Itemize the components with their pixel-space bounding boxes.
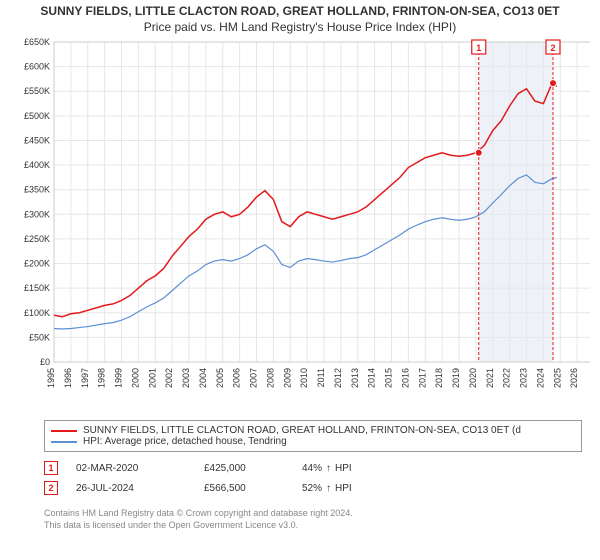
transaction-price: £566,500 (204, 483, 284, 494)
legend-swatch (51, 441, 77, 443)
svg-text:2020: 2020 (468, 368, 478, 388)
svg-text:2002: 2002 (164, 368, 174, 388)
svg-text:1997: 1997 (80, 368, 90, 388)
legend-row: SUNNY FIELDS, LITTLE CLACTON ROAD, GREAT… (51, 425, 575, 436)
title-sub: Price paid vs. HM Land Registry's House … (0, 18, 600, 38)
legend-label: HPI: Average price, detached house, Tend… (83, 436, 287, 447)
svg-text:2023: 2023 (519, 368, 529, 388)
transaction-marker: 2 (44, 481, 58, 495)
svg-text:2009: 2009 (282, 368, 292, 388)
svg-text:1999: 1999 (114, 368, 124, 388)
svg-text:2008: 2008 (265, 368, 275, 388)
svg-text:£500K: £500K (24, 111, 50, 121)
title-main: SUNNY FIELDS, LITTLE CLACTON ROAD, GREAT… (0, 0, 600, 18)
arrow-up-icon: ↑ (326, 483, 331, 494)
svg-text:1: 1 (476, 43, 481, 53)
footer-line-1: Contains HM Land Registry data © Crown c… (44, 508, 353, 520)
svg-text:2022: 2022 (502, 368, 512, 388)
svg-text:£550K: £550K (24, 86, 50, 96)
svg-text:1995: 1995 (46, 368, 56, 388)
svg-text:£450K: £450K (24, 135, 50, 145)
svg-text:2013: 2013 (350, 368, 360, 388)
chart-area: £0 £50K £100K £150K £200K £250K £300K £350K £400… (10, 38, 590, 412)
transaction-marker: 1 (44, 461, 58, 475)
svg-text:£650K: £650K (24, 38, 50, 47)
svg-text:2010: 2010 (299, 368, 309, 388)
svg-text:£150K: £150K (24, 283, 50, 293)
transaction-row: 2 26-JUL-2024 £566,500 52%↑HPI (44, 478, 582, 498)
svg-text:2005: 2005 (215, 368, 225, 388)
transaction-row: 1 02-MAR-2020 £425,000 44%↑HPI (44, 458, 582, 478)
svg-text:2012: 2012 (333, 368, 343, 388)
svg-text:£250K: £250K (24, 234, 50, 244)
svg-text:2021: 2021 (485, 368, 495, 388)
svg-text:£100K: £100K (24, 308, 50, 318)
transaction-delta: 44%↑HPI (302, 463, 352, 474)
svg-text:2015: 2015 (384, 368, 394, 388)
legend-label: SUNNY FIELDS, LITTLE CLACTON ROAD, GREAT… (83, 425, 521, 436)
footer-line-2: This data is licensed under the Open Gov… (44, 520, 353, 532)
svg-text:1996: 1996 (63, 368, 73, 388)
svg-text:£400K: £400K (24, 160, 50, 170)
arrow-up-icon: ↑ (326, 463, 331, 474)
legend-box: SUNNY FIELDS, LITTLE CLACTON ROAD, GREAT… (44, 420, 582, 452)
svg-text:£200K: £200K (24, 259, 50, 269)
svg-text:£0: £0 (40, 357, 50, 367)
svg-text:2014: 2014 (367, 368, 377, 388)
transaction-date: 02-MAR-2020 (76, 463, 186, 474)
svg-text:£50K: £50K (29, 332, 50, 342)
chart-container: SUNNY FIELDS, LITTLE CLACTON ROAD, GREAT… (0, 0, 600, 560)
svg-text:2019: 2019 (451, 368, 461, 388)
transactions-table: 1 02-MAR-2020 £425,000 44%↑HPI 2 26-JUL-2024 £… (44, 458, 582, 498)
svg-text:£350K: £350K (24, 185, 50, 195)
legend-swatch (51, 430, 77, 432)
svg-text:2024: 2024 (535, 368, 545, 388)
svg-text:1998: 1998 (97, 368, 107, 388)
transaction-delta: 52%↑HPI (302, 483, 352, 494)
svg-text:2: 2 (550, 43, 555, 53)
svg-text:2018: 2018 (434, 368, 444, 388)
chart-svg: £0 £50K £100K £150K £200K £250K £300K £350K £400… (10, 38, 590, 412)
svg-text:2006: 2006 (232, 368, 242, 388)
svg-text:2004: 2004 (198, 368, 208, 388)
svg-text:2003: 2003 (181, 368, 191, 388)
svg-text:2025: 2025 (552, 368, 562, 388)
transaction-date: 26-JUL-2024 (76, 483, 186, 494)
svg-text:2001: 2001 (147, 368, 157, 388)
svg-text:2007: 2007 (249, 368, 259, 388)
footer-attribution: Contains HM Land Registry data © Crown c… (44, 508, 353, 531)
svg-text:£600K: £600K (24, 62, 50, 72)
svg-text:2026: 2026 (569, 368, 579, 388)
svg-text:£300K: £300K (24, 209, 50, 219)
svg-text:2017: 2017 (417, 368, 427, 388)
svg-text:2000: 2000 (130, 368, 140, 388)
transaction-price: £425,000 (204, 463, 284, 474)
legend-row: HPI: Average price, detached house, Tend… (51, 436, 575, 447)
svg-text:2016: 2016 (400, 368, 410, 388)
svg-text:2011: 2011 (316, 368, 326, 387)
